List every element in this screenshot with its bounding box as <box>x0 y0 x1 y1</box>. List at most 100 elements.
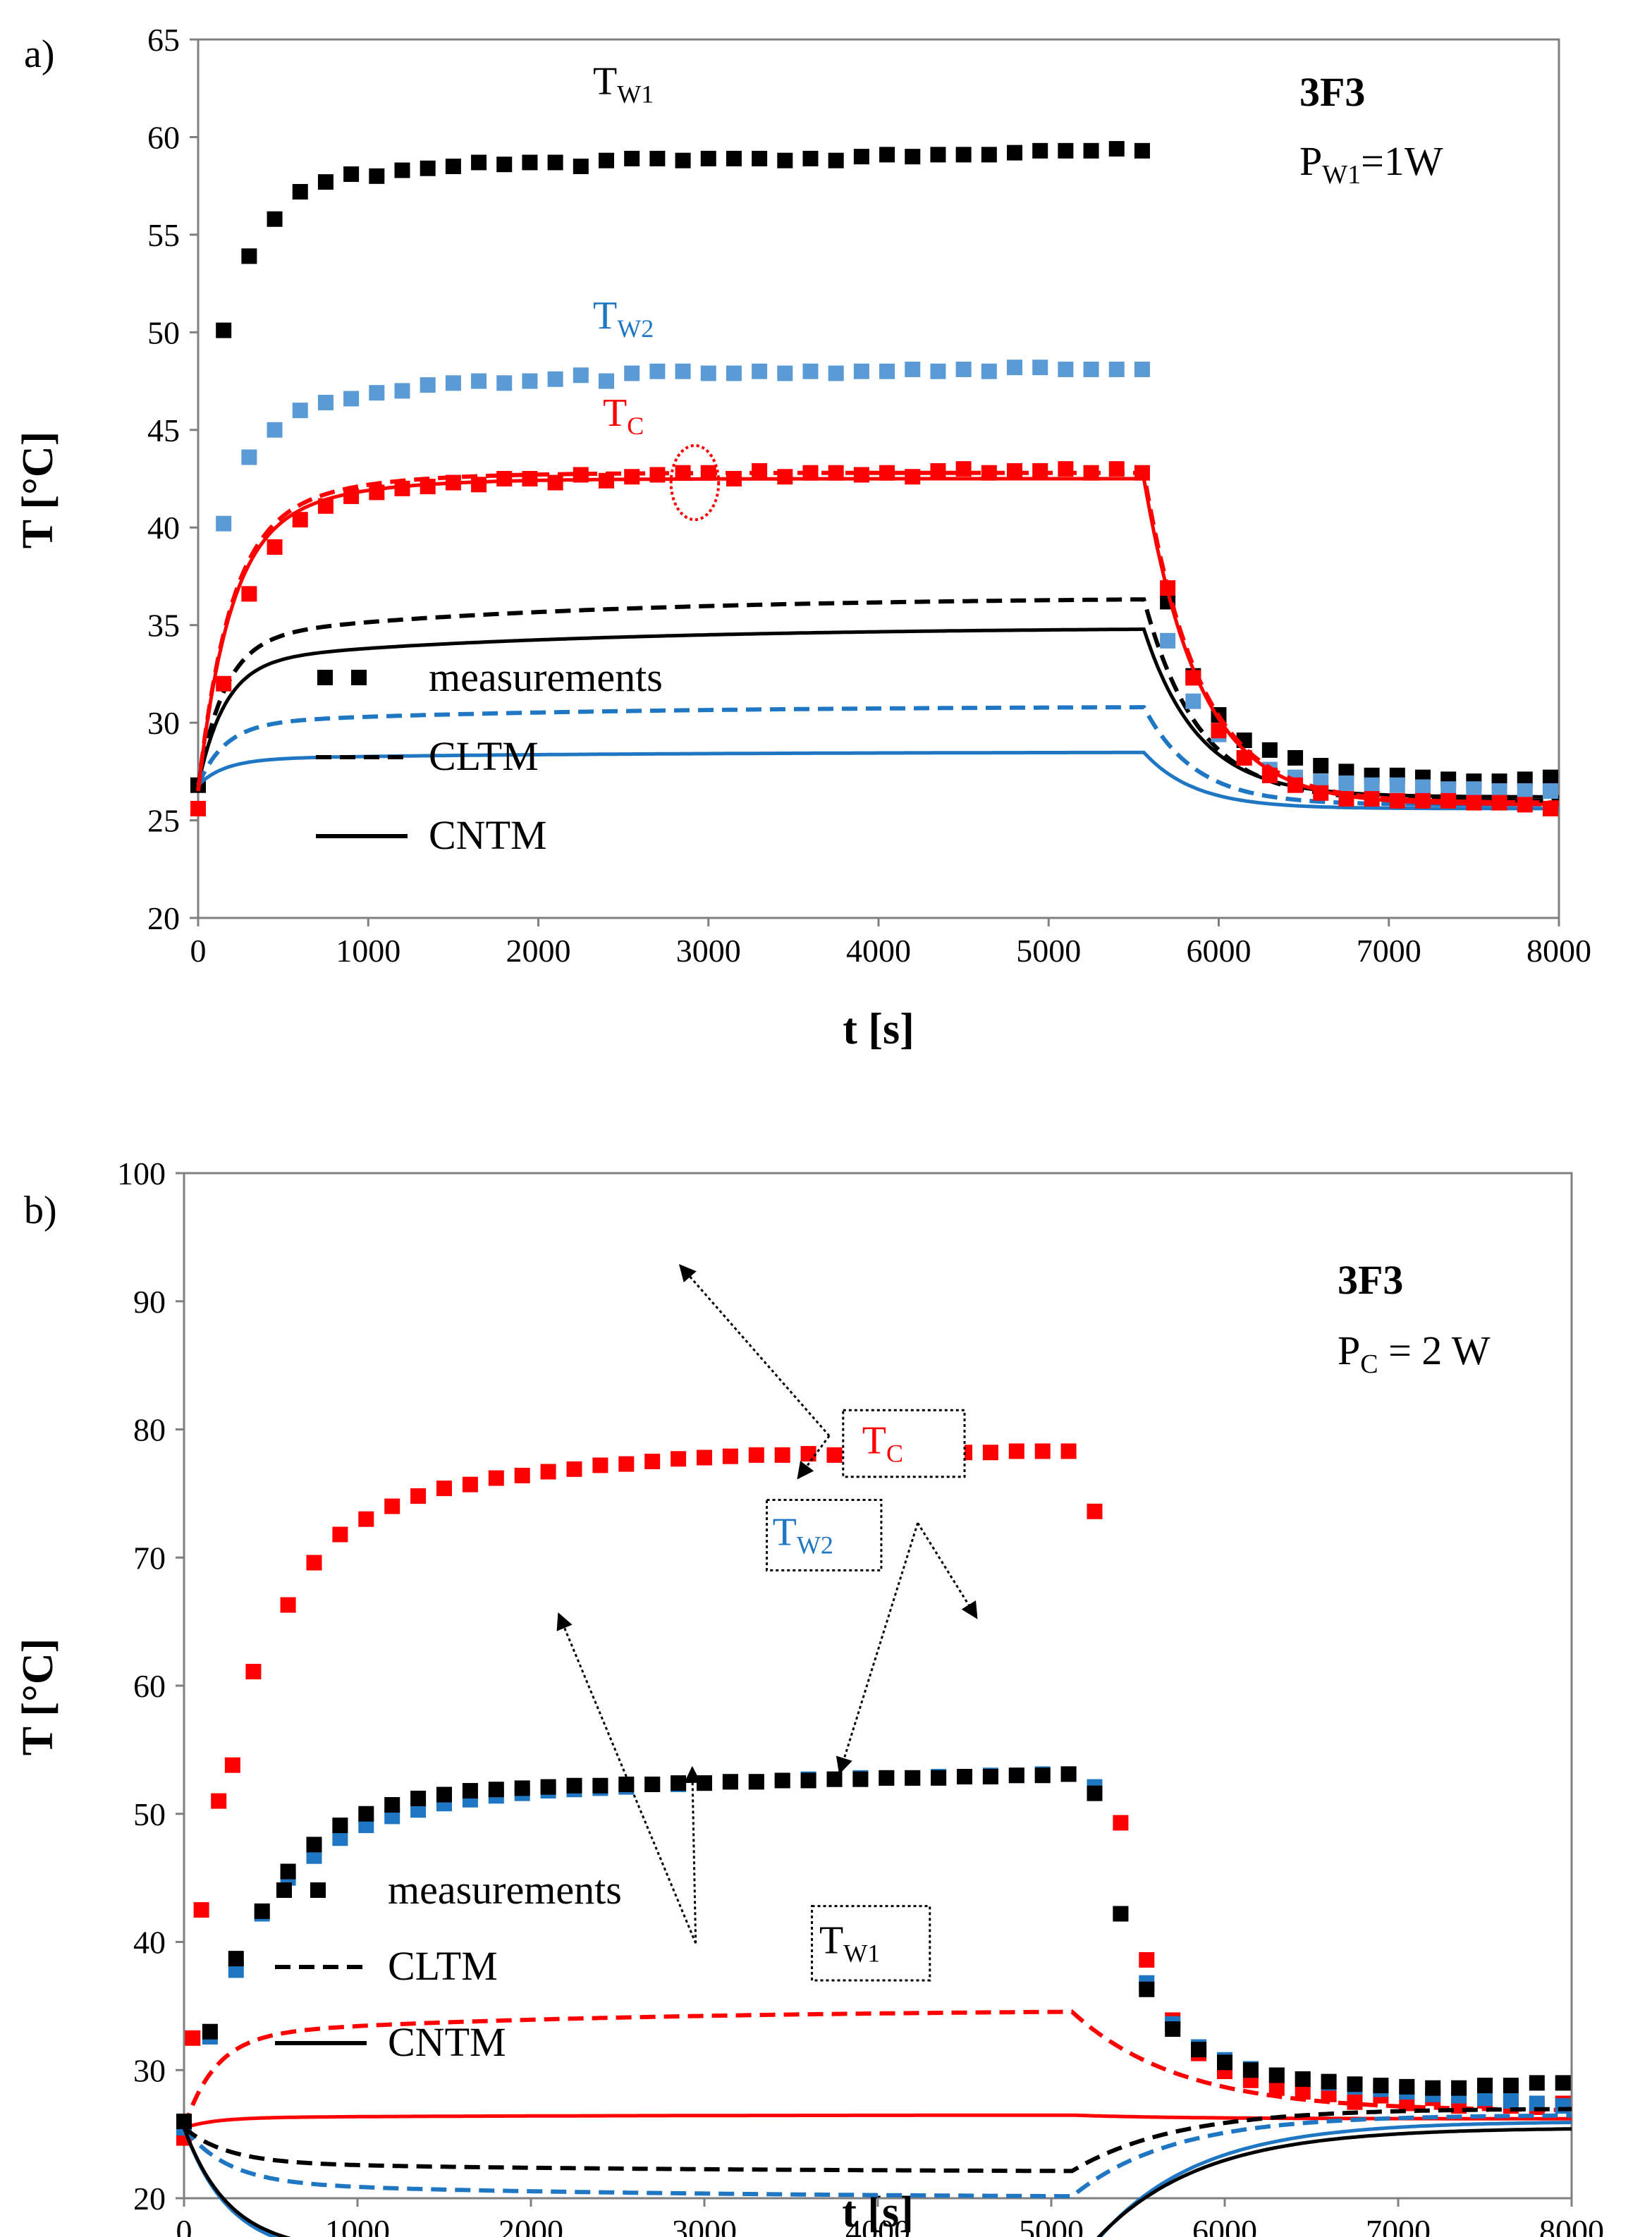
measurement-point <box>697 1775 712 1791</box>
y-axis-label: T [°C] <box>14 1638 62 1756</box>
measurement-point <box>905 361 921 377</box>
measurement-point <box>1440 781 1457 797</box>
measurement-point <box>671 1775 687 1791</box>
annotation-arrow <box>836 1522 919 1775</box>
annotation-condition: PW1=1W <box>1299 138 1443 190</box>
cntm-line <box>196 627 1559 799</box>
annotation-condition: PC = 2 W <box>1338 1328 1491 1379</box>
measurement-point <box>1108 461 1125 477</box>
measurement-point <box>802 363 819 379</box>
measurement-point <box>649 467 666 483</box>
measurement-point <box>802 150 819 166</box>
measurement-point <box>343 166 360 183</box>
measurement-point <box>1313 758 1329 774</box>
measurement-point <box>1287 749 1304 766</box>
measurement-point <box>726 150 742 166</box>
series-t-w2 <box>176 1766 1572 2237</box>
legend-label: measurements <box>429 654 663 700</box>
measurement-point <box>1113 1906 1129 1922</box>
ellipse-marker <box>669 443 721 522</box>
measurement-point <box>1517 783 1533 799</box>
measurement-point <box>1134 465 1150 481</box>
measurement-point <box>748 1447 764 1463</box>
measurement-point <box>722 1774 738 1790</box>
measurement-point <box>879 147 895 163</box>
measurement-point <box>176 2113 192 2129</box>
measurement-point <box>1313 785 1329 801</box>
curve-label: TW2 <box>773 1510 833 1559</box>
y-tick-label: 50 <box>147 314 180 350</box>
annotation-arrow <box>678 1264 831 1437</box>
measurement-point <box>982 1769 998 1785</box>
legend-label: CNTM <box>429 812 547 858</box>
measurement-point <box>624 469 640 485</box>
measurement-point <box>981 363 997 379</box>
measurement-point <box>369 385 385 401</box>
annotation-arrow <box>917 1522 978 1619</box>
measurement-point <box>394 383 410 399</box>
measurement-point <box>436 1481 452 1497</box>
measurement-point <box>879 1770 895 1786</box>
measurement-point <box>905 469 921 485</box>
measurement-point <box>697 1450 712 1466</box>
annotation-title: 3F3 <box>1338 1257 1403 1303</box>
measurement-point <box>1491 795 1507 811</box>
annotation-arrow <box>684 1765 702 1944</box>
measurement-point <box>700 365 716 381</box>
measurement-point <box>802 465 819 481</box>
y-tick-label: 100 <box>117 1156 166 1191</box>
measurement-point <box>1268 2067 1285 2083</box>
measurement-point <box>1338 775 1354 791</box>
measurement-point <box>514 1467 530 1483</box>
x-tick-label: 4000 <box>846 933 911 969</box>
x-tick-label: 2000 <box>498 2213 563 2237</box>
measurement-point <box>1007 462 1022 479</box>
measurement-point <box>462 1476 478 1493</box>
measurement-point <box>671 1451 687 1467</box>
measurement-point <box>358 1806 374 1822</box>
measurement-point <box>748 1774 764 1790</box>
y-tick-label: 45 <box>147 412 180 448</box>
measurement-point <box>1287 777 1304 793</box>
measurement-point <box>1007 145 1022 161</box>
measurement-point <box>332 1526 348 1543</box>
measurement-point <box>1007 360 1022 376</box>
x-tick-label: 0 <box>190 933 207 969</box>
y-tick-label: 25 <box>147 803 180 839</box>
measurement-point <box>216 675 232 692</box>
measurement-point <box>649 150 666 166</box>
measurement-point <box>202 2023 218 2040</box>
x-tick-label: 7000 <box>1357 933 1421 969</box>
measurement-point <box>1165 2021 1181 2037</box>
measurement-point <box>394 162 410 178</box>
measurement-point <box>1060 1443 1077 1459</box>
legend-marker <box>351 670 367 685</box>
measurement-point <box>1466 795 1482 811</box>
measurement-point <box>1236 749 1252 766</box>
measurement-point <box>675 363 691 379</box>
measurement-point <box>241 248 257 264</box>
measurement-point <box>1108 361 1125 377</box>
measurement-point <box>540 1464 556 1480</box>
measurement-point <box>1087 1785 1103 1801</box>
x-tick-label: 5000 <box>1019 2213 1084 2237</box>
measurement-point <box>800 1772 816 1789</box>
measurement-point <box>1268 2080 1285 2096</box>
measurement-point <box>306 1837 322 1853</box>
cltm-line <box>182 2113 1572 2199</box>
y-tick-label: 50 <box>133 1796 166 1832</box>
measurement-point <box>1083 142 1099 159</box>
measurement-point <box>1425 2080 1441 2096</box>
measurement-point <box>599 373 614 389</box>
y-tick-label: 40 <box>147 510 180 546</box>
measurement-point <box>1517 771 1533 787</box>
y-tick-label: 35 <box>147 608 180 644</box>
measurement-point <box>522 154 538 171</box>
measurement-point <box>955 147 972 163</box>
measurement-point <box>317 174 334 190</box>
measurement-point <box>462 1783 478 1799</box>
measurement-point <box>1466 781 1482 797</box>
measurement-point <box>471 154 487 171</box>
measurement-point <box>675 465 691 481</box>
curve-label-box <box>766 1498 883 1571</box>
